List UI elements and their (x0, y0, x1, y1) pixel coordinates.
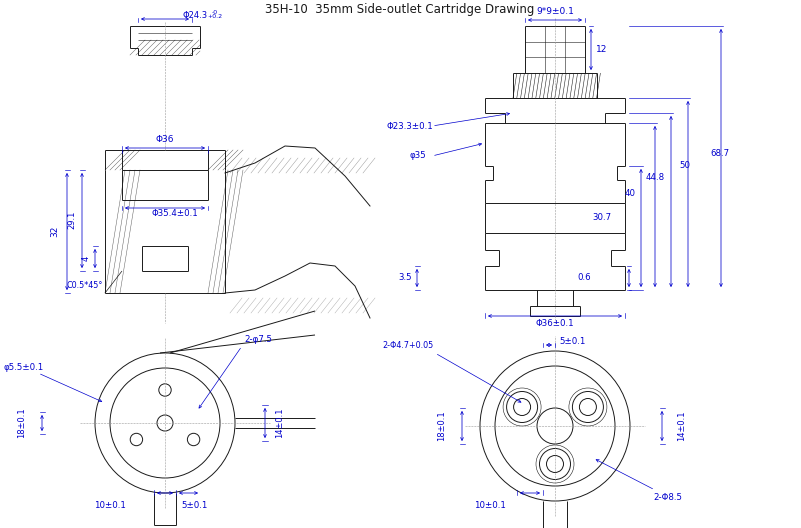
Text: 0.6: 0.6 (578, 274, 591, 282)
Text: 18±0.1: 18±0.1 (437, 411, 446, 441)
Text: Φ35.4±0.1: Φ35.4±0.1 (151, 210, 199, 219)
Text: 50: 50 (679, 162, 690, 171)
Text: Φ24.3: Φ24.3 (183, 11, 207, 20)
Text: 32: 32 (50, 225, 59, 237)
Text: Φ36: Φ36 (155, 136, 175, 145)
Text: 10±0.1: 10±0.1 (474, 501, 506, 510)
Text: 29.1: 29.1 (67, 211, 77, 229)
Text: 14±0.1: 14±0.1 (276, 408, 284, 438)
Text: +0.2: +0.2 (207, 14, 223, 20)
Text: 5±0.1: 5±0.1 (182, 501, 208, 510)
Text: φ35: φ35 (409, 152, 426, 161)
Text: Φ36±0.1: Φ36±0.1 (536, 319, 574, 328)
Text: 9*9±0.1: 9*9±0.1 (536, 7, 574, 16)
Text: -0: -0 (212, 10, 218, 14)
Text: 18±0.1: 18±0.1 (18, 408, 26, 438)
Text: 30.7: 30.7 (593, 213, 611, 222)
Text: 44.8: 44.8 (646, 174, 665, 183)
Text: 10±0.1: 10±0.1 (94, 501, 126, 510)
Text: 2-φ7.5: 2-φ7.5 (244, 335, 272, 344)
Text: 12: 12 (596, 44, 608, 53)
Text: 5±0.1: 5±0.1 (560, 336, 586, 345)
Text: 40: 40 (625, 188, 635, 197)
Text: 35H-10  35mm Side-outlet Cartridge Drawing: 35H-10 35mm Side-outlet Cartridge Drawin… (265, 3, 535, 16)
Text: 3.5: 3.5 (398, 274, 412, 282)
Text: 68.7: 68.7 (710, 148, 730, 157)
Text: 4: 4 (82, 256, 91, 261)
Text: C0.5*45°: C0.5*45° (66, 281, 103, 290)
Text: 2-Φ4.7+0.05: 2-Φ4.7+0.05 (382, 342, 433, 351)
Text: 14±0.1: 14±0.1 (678, 411, 686, 441)
Text: 2-Φ8.5: 2-Φ8.5 (654, 494, 682, 503)
Text: φ5.5±0.1: φ5.5±0.1 (4, 363, 44, 372)
Text: Φ23.3±0.1: Φ23.3±0.1 (387, 121, 433, 130)
